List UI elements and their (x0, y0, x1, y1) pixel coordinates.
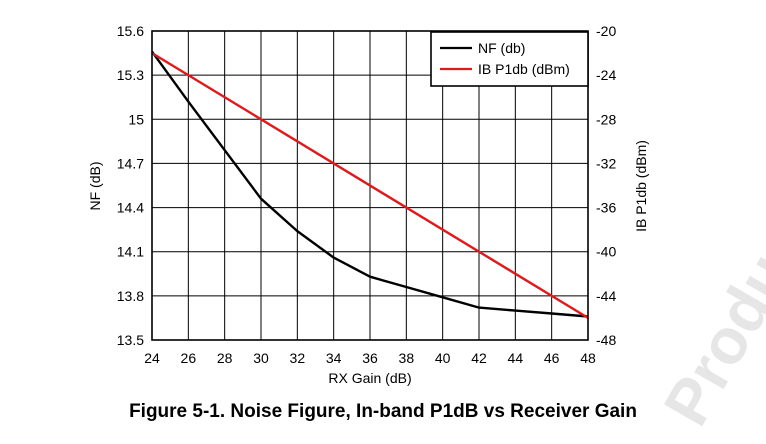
legend-box (430, 31, 589, 87)
x-tick-label: 24 (144, 350, 160, 366)
y-tick-label: 14.1 (117, 244, 144, 260)
x-tick-labels: 24 26 28 30 32 34 36 38 40 42 44 46 48 (144, 350, 596, 366)
x-tick-label: 44 (508, 350, 524, 366)
x-tick-label: 26 (181, 350, 197, 366)
x-tick-label: 40 (435, 350, 451, 366)
y2-tick-label: -40 (596, 244, 616, 260)
y-tick-label: 13.8 (117, 288, 144, 304)
y-tick-label: 13.5 (117, 332, 144, 348)
x-tick-label: 38 (399, 350, 415, 366)
y2-tick-label: -44 (596, 288, 616, 304)
x-axis-title: RX Gain (dB) (328, 370, 411, 386)
y-tick-label: 14.4 (117, 200, 144, 216)
y2-axis-title: IB P1db (dBm) (633, 140, 649, 232)
y-tick-label: 14.7 (117, 155, 144, 171)
x-tick-label: 32 (290, 350, 306, 366)
y-tick-label: 15.3 (117, 67, 144, 83)
y-tick-labels: 15.6 15.3 15 14.7 14.4 14.1 13.8 13.5 (117, 23, 144, 348)
y2-tick-label: -32 (596, 155, 616, 171)
y-tick-label: 15 (128, 111, 144, 127)
legend: NF (db) IB P1db (dBm) (430, 31, 589, 87)
plot-series (151, 50, 589, 319)
y2-tick-label: -28 (596, 111, 616, 127)
x-tick-label: 48 (580, 350, 596, 366)
y2-tick-labels: -20 -24 -28 -32 -36 -40 -44 -48 (596, 23, 616, 348)
watermark-text: Production Data (650, 0, 766, 437)
x-tick-label: 36 (362, 350, 378, 366)
x-tick-label: 30 (253, 350, 269, 366)
x-tick-label: 28 (217, 350, 233, 366)
x-tick-label: 42 (471, 350, 487, 366)
plot-frame (151, 30, 589, 341)
y2-tick-label: -20 (596, 23, 616, 39)
y-tick-label: 15.6 (117, 23, 144, 39)
series-line-p1db (151, 52, 589, 319)
x-tick-label: 46 (544, 350, 560, 366)
figure-caption: Figure 5-1. Noise Figure, In-band P1dB v… (129, 401, 637, 422)
x-tick-label: 34 (326, 350, 342, 366)
y-axis-title: NF (dB) (87, 162, 103, 211)
watermark: Production Data (650, 0, 766, 437)
legend-label-nf: NF (db) (478, 40, 525, 56)
series-line-nf (151, 50, 589, 318)
y2-tick-label: -48 (596, 332, 616, 348)
y2-tick-label: -24 (596, 67, 616, 83)
legend-label-p1db: IB P1db (dBm) (478, 61, 570, 77)
y2-tick-label: -36 (596, 200, 616, 216)
